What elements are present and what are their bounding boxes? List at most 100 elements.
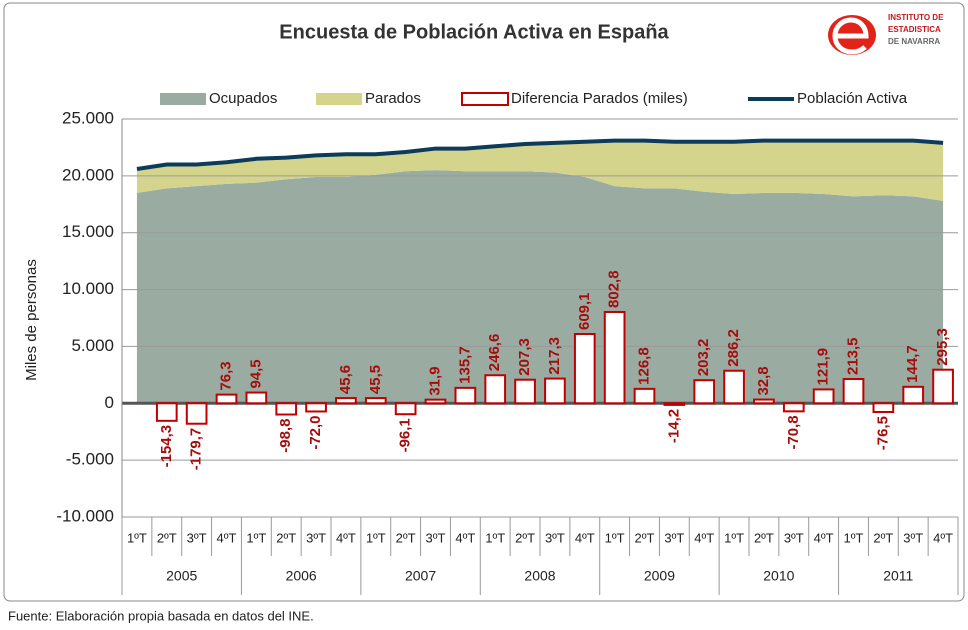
bar (155, 402, 178, 422)
line (136, 138, 944, 172)
year-label: 2005 (166, 568, 197, 584)
data-label: -76,5 (874, 416, 891, 450)
year-label: 2009 (644, 568, 675, 584)
x-tick-label: 2ºT (754, 530, 774, 545)
x-tick-label: 3ºT (903, 530, 923, 545)
logo-text: INSTITUTO DE (888, 13, 944, 22)
year-label: 2006 (286, 568, 317, 584)
data-label: 45,5 (367, 365, 384, 394)
bar (364, 397, 387, 405)
bar (305, 402, 327, 413)
legend-swatch (316, 93, 362, 105)
y-tick-label: -10.000 (56, 506, 114, 525)
source-note: Fuente: Elaboración propia basada en dat… (8, 608, 314, 623)
data-label: 126,8 (635, 347, 652, 385)
legend-label: Parados (365, 90, 421, 107)
data-label: 76,3 (217, 361, 234, 390)
y-tick-label: 20.000 (62, 165, 114, 184)
bar (215, 393, 238, 405)
x-tick-label: 1ºT (485, 530, 505, 545)
x-tick-label: 1ºT (127, 530, 147, 545)
bar (514, 378, 536, 405)
y-axis-label: Miles de personas (23, 259, 40, 381)
x-tick-label: 4ºT (455, 530, 475, 545)
y-tick-label: 25.000 (62, 108, 114, 127)
year-label: 2010 (763, 568, 794, 584)
legend-label: Ocupados (209, 90, 277, 107)
x-tick-label: 4ºT (336, 530, 356, 545)
x-tick-label: 1ºT (844, 530, 864, 545)
chart-title: Encuesta de Población Activa en España (279, 21, 669, 43)
data-label: 121,9 (815, 348, 832, 386)
x-tick-label: 1ºT (366, 530, 386, 545)
bar (753, 398, 775, 405)
logo-text: ESTADISTICA (888, 25, 941, 34)
bar (544, 377, 566, 405)
data-label: 802,8 (606, 270, 623, 308)
bar (454, 386, 477, 405)
year-label: 2008 (524, 568, 555, 584)
x-tick-label: 3ºT (306, 530, 326, 545)
x-tick-label: 2ºT (635, 530, 655, 545)
data-label: -14,2 (665, 409, 682, 443)
bar (812, 388, 835, 405)
year-label: 2007 (405, 568, 436, 584)
x-tick-label: 4ºT (694, 530, 714, 545)
x-tick-label: 1ºT (724, 530, 744, 545)
x-tick-label: 3ºT (545, 530, 565, 545)
data-label: 295,3 (934, 328, 951, 366)
bar (603, 310, 626, 405)
bar (484, 374, 507, 405)
bar (185, 402, 208, 425)
bar (932, 368, 954, 405)
data-label: 286,2 (725, 329, 742, 367)
data-label: -179,7 (188, 428, 205, 471)
x-tick-label: 3ºT (664, 530, 684, 545)
x-tick-label: 1ºT (246, 530, 266, 545)
data-label: 207,3 (516, 338, 533, 376)
data-label: 32,8 (755, 366, 772, 395)
data-label: 609,1 (576, 292, 593, 330)
legend-label: Diferencia Parados (miles) (511, 90, 688, 107)
data-label: 144,7 (904, 345, 921, 383)
x-tick-label: 2ºT (396, 530, 416, 545)
data-label: 213,5 (844, 337, 861, 375)
bar (902, 385, 925, 405)
bar (723, 369, 745, 405)
x-tick-label: 2ºT (515, 530, 535, 545)
x-tick-label: 3ºT (187, 530, 207, 545)
y-tick-label: 0 (105, 393, 114, 412)
bar (335, 397, 357, 405)
logo-text: DE NAVARRA (888, 37, 940, 46)
data-label: 31,9 (426, 366, 443, 395)
bar (782, 402, 805, 413)
data-label: -70,8 (785, 415, 802, 449)
x-tick-label: 2ºT (276, 530, 296, 545)
bar (663, 402, 686, 406)
y-tick-label: 10.000 (62, 279, 114, 298)
bar (573, 333, 596, 405)
data-label: -98,8 (277, 419, 294, 453)
data-label: -154,3 (158, 425, 175, 468)
area (136, 170, 944, 404)
bar (245, 391, 268, 405)
y-tick-label: 5.000 (71, 336, 114, 355)
bar (693, 379, 716, 405)
x-tick-label: 4ºT (217, 530, 237, 545)
bar (394, 402, 417, 416)
bar (424, 398, 447, 405)
bar (275, 402, 298, 416)
bar (633, 387, 656, 405)
data-label: 246,6 (486, 334, 503, 372)
legend-swatch (160, 93, 206, 105)
x-tick-label: 3ºT (784, 530, 804, 545)
legend-swatch (461, 92, 509, 106)
x-tick-label: 1ºT (605, 530, 625, 545)
y-tick-label: 15.000 (62, 222, 114, 241)
logo: INSTITUTO DE ESTADISTICA DE NAVARRA (828, 13, 944, 55)
x-tick-label: 2ºT (157, 530, 177, 545)
x-tick-label: 4ºT (933, 530, 953, 545)
year-label: 2011 (883, 568, 913, 584)
legend-label: Población Activa (797, 90, 908, 107)
